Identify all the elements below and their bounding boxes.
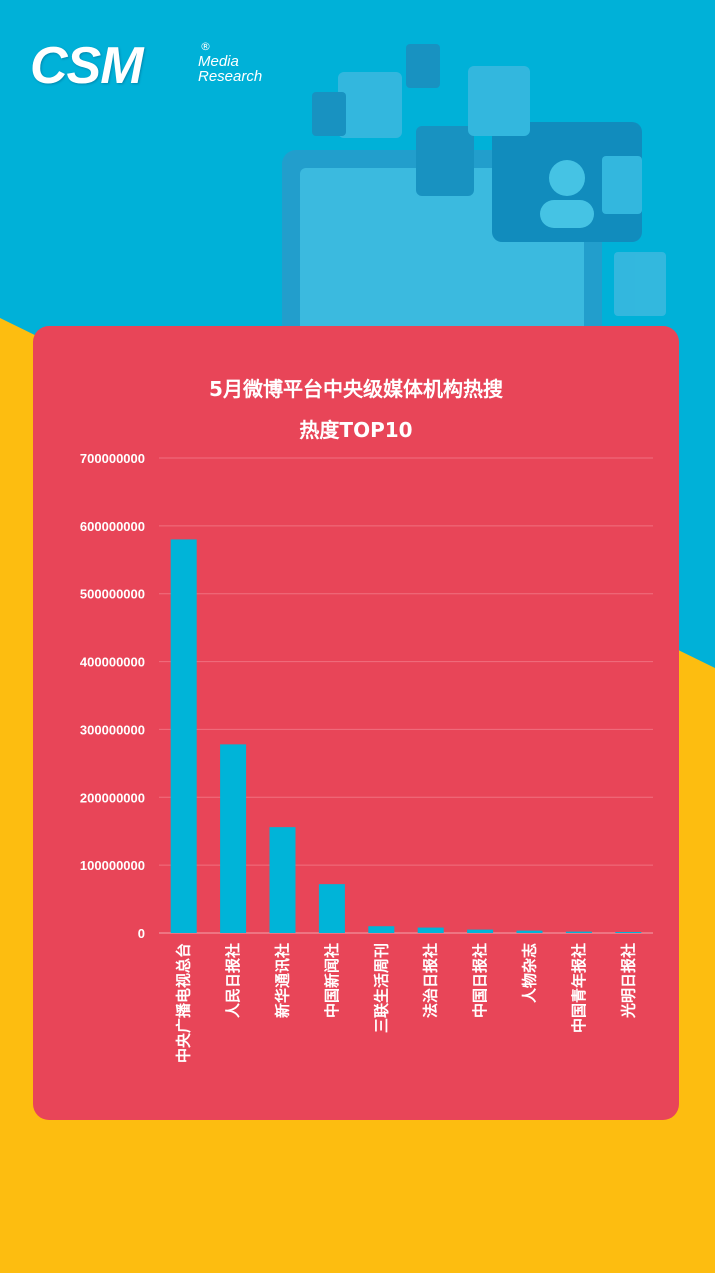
bar bbox=[170, 539, 197, 933]
illustration-doc bbox=[468, 66, 530, 136]
chart-card: 5月微博平台中央级媒体机构热搜 热度TOP10 0 100000000 200000… bbox=[33, 326, 679, 1120]
logo-csm-text: CSM bbox=[30, 37, 144, 95]
chart-title-line1: 5月微博平台中央级媒体机构热搜 bbox=[209, 377, 503, 401]
bar bbox=[467, 929, 494, 933]
x-tick-label: 中国青年报社 bbox=[570, 943, 588, 1033]
x-tick-label: 光明日报社 bbox=[619, 943, 637, 1019]
bar bbox=[368, 926, 395, 933]
bar bbox=[318, 884, 345, 933]
bar bbox=[220, 744, 247, 933]
illustration-doc bbox=[416, 126, 474, 196]
x-tick-label: 新华通讯社 bbox=[274, 943, 292, 1018]
x-tick-label: 人物杂志 bbox=[521, 943, 539, 1003]
x-tick-label: 人民日报社 bbox=[224, 943, 242, 1018]
x-tick-label: 中央广播电视总台 bbox=[175, 943, 193, 1063]
illustration-doc bbox=[406, 44, 440, 88]
illustration bbox=[282, 44, 666, 350]
illustration-doc bbox=[602, 156, 642, 214]
bar bbox=[615, 931, 642, 933]
chart-title-line2: 热度TOP10 bbox=[299, 418, 413, 442]
bar bbox=[565, 931, 592, 933]
illustration-card bbox=[338, 72, 402, 138]
bar-chart: 0 100000000 200000000 300000000 400000000 500… bbox=[80, 451, 653, 1063]
y-tick-label: 200000000 bbox=[80, 790, 145, 805]
illustration-doc bbox=[614, 252, 666, 316]
y-tick-label: 700000000 bbox=[80, 451, 145, 466]
y-tick-label: 600000000 bbox=[80, 519, 145, 534]
bar bbox=[516, 930, 543, 933]
illustration-user-body bbox=[540, 200, 594, 228]
y-tick-label: 100000000 bbox=[80, 858, 145, 873]
logo-registered-mark: ® bbox=[200, 40, 211, 53]
x-tick-label: 中国日报社 bbox=[471, 943, 489, 1018]
bar bbox=[269, 827, 296, 933]
y-tick-label: 400000000 bbox=[80, 655, 145, 670]
csm-logo: CSM ® Media Research bbox=[30, 38, 280, 98]
y-tick-label: 0 bbox=[138, 926, 145, 941]
illustration-doc bbox=[312, 92, 346, 136]
logo-research-text: Research bbox=[198, 68, 263, 85]
illustration-user-head bbox=[549, 160, 585, 196]
logo-media-text: Media bbox=[198, 53, 239, 70]
x-tick-label: 法治日报社 bbox=[422, 943, 440, 1018]
x-tick-label: 三联生活周刊 bbox=[372, 943, 390, 1033]
y-tick-label: 300000000 bbox=[80, 722, 145, 737]
y-tick-label: 500000000 bbox=[80, 587, 145, 602]
bar bbox=[417, 927, 444, 933]
x-tick-label: 中国新闻社 bbox=[323, 943, 341, 1018]
